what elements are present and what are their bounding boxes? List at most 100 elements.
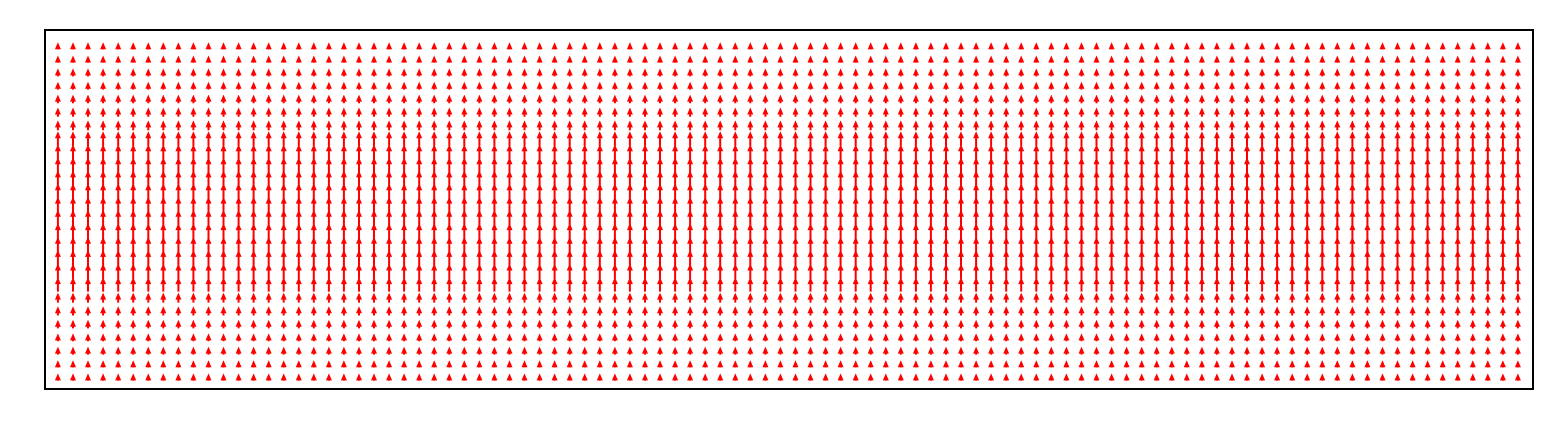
arrow	[807, 131, 814, 146]
arrow	[672, 373, 679, 381]
arrow	[1319, 42, 1326, 50]
arrow	[1198, 209, 1205, 227]
arrow	[1229, 107, 1235, 117]
arrow	[882, 131, 889, 146]
arrow	[958, 42, 964, 50]
arrow	[130, 183, 137, 200]
arrow	[190, 333, 197, 342]
arrow	[100, 319, 107, 329]
arrow	[777, 249, 784, 266]
arrow	[1003, 209, 1010, 227]
arrow	[1138, 196, 1145, 214]
arrow	[1123, 209, 1130, 227]
arrow	[672, 42, 679, 50]
arrow	[401, 263, 408, 279]
arrow	[340, 373, 347, 381]
arrow	[145, 94, 152, 104]
arrow	[1183, 42, 1190, 50]
arrow	[506, 55, 513, 63]
arrow	[988, 196, 995, 214]
arrow	[1048, 107, 1055, 117]
arrow	[1003, 277, 1010, 292]
arrow	[416, 42, 423, 50]
arrow	[160, 55, 167, 63]
arrow	[1063, 292, 1070, 303]
arrow	[100, 157, 107, 174]
arrow	[777, 263, 784, 279]
arrow	[536, 68, 543, 77]
arrow	[115, 333, 122, 342]
arrow	[476, 68, 483, 77]
arrow	[100, 68, 107, 77]
arrow	[130, 107, 137, 117]
arrow	[401, 144, 408, 160]
arrow	[1229, 55, 1235, 63]
arrow	[657, 223, 663, 240]
arrow	[1514, 277, 1521, 292]
arrow	[371, 68, 377, 77]
arrow	[1454, 55, 1461, 63]
arrow	[145, 263, 152, 279]
arrow	[356, 292, 362, 303]
arrow	[747, 373, 754, 381]
arrow	[160, 319, 167, 329]
arrow	[1439, 170, 1446, 187]
arrow	[310, 249, 317, 266]
arrow	[1304, 170, 1311, 187]
arrow	[250, 107, 257, 117]
arrow	[1048, 183, 1055, 200]
arrow	[1364, 373, 1371, 381]
arrow	[1033, 306, 1040, 316]
arrow	[1018, 319, 1025, 329]
arrow	[1454, 306, 1461, 316]
arrow	[431, 236, 438, 253]
arrow	[521, 55, 528, 63]
arrow	[431, 319, 438, 329]
arrow	[1514, 196, 1521, 214]
arrow	[1229, 94, 1235, 104]
arrow	[1304, 306, 1311, 316]
arrow	[521, 144, 528, 160]
arrow	[912, 223, 919, 240]
arrow	[536, 157, 543, 174]
arrow	[867, 120, 874, 131]
arrow	[581, 120, 588, 131]
arrow	[325, 183, 332, 200]
arrow	[822, 306, 829, 316]
arrow	[1153, 236, 1160, 253]
arrow	[882, 306, 889, 316]
arrow	[672, 292, 679, 303]
arrow	[1018, 120, 1025, 131]
arrow	[1078, 196, 1085, 214]
arrow	[536, 131, 543, 146]
arrow	[792, 42, 799, 50]
arrow	[1319, 277, 1326, 292]
arrow	[145, 81, 152, 90]
arrow	[882, 292, 889, 303]
arrow	[882, 170, 889, 187]
arrow	[1093, 144, 1100, 160]
arrow	[927, 346, 934, 355]
arrow	[657, 157, 663, 174]
arrow	[611, 196, 618, 214]
arrow	[1033, 319, 1040, 329]
arrow	[461, 170, 468, 187]
arrow	[777, 183, 784, 200]
arrow	[596, 144, 603, 160]
arrow	[1003, 223, 1010, 240]
arrow	[1304, 94, 1311, 104]
arrow	[461, 94, 468, 104]
arrow	[596, 277, 603, 292]
arrow	[852, 170, 859, 187]
arrow	[687, 236, 694, 253]
arrow	[1183, 81, 1190, 90]
arrow	[100, 170, 107, 187]
arrow	[1003, 236, 1010, 253]
arrow	[777, 107, 784, 117]
arrow	[1108, 196, 1115, 214]
arrow	[401, 120, 408, 131]
arrow	[1439, 131, 1446, 146]
arrow	[356, 373, 362, 381]
arrow	[702, 183, 709, 200]
arrow	[1123, 360, 1130, 368]
